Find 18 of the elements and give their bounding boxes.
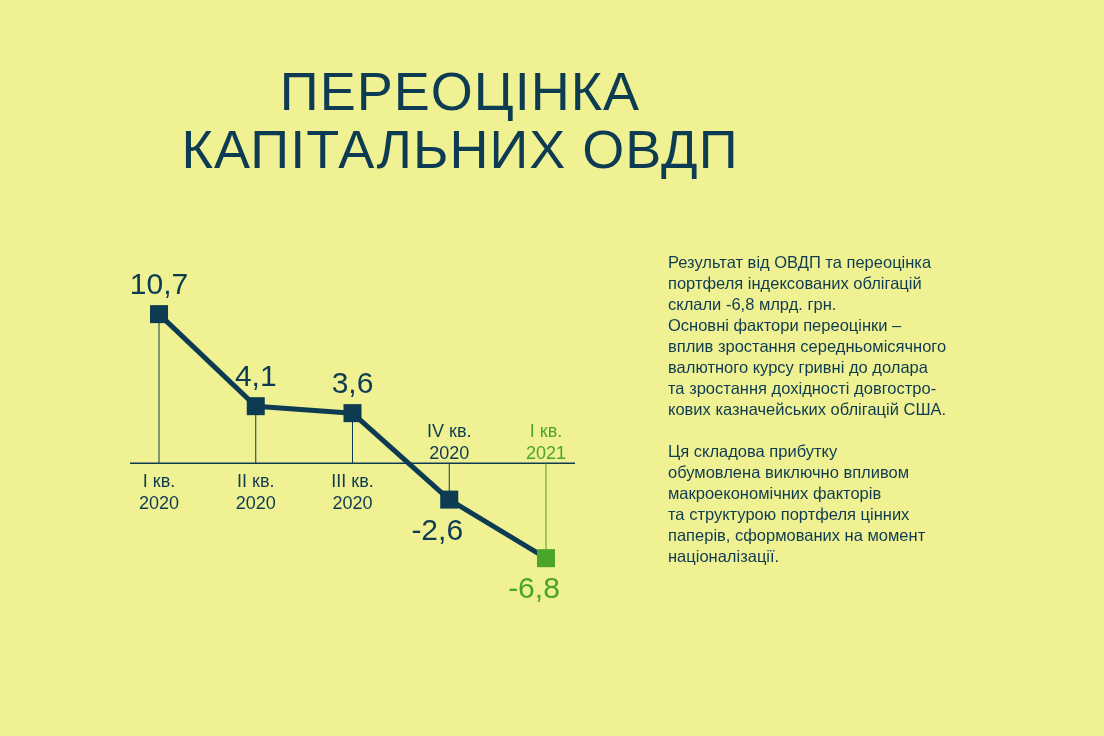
point <box>150 305 169 324</box>
data-label: -6,8 <box>508 571 560 605</box>
point <box>246 397 265 416</box>
x-tick-label: III кв. 2020 <box>331 471 374 514</box>
text: Результат від ОВДП та переоцінка портфеля індексованих облігацій склали -6,8 млрд. грн. Основні фактори переоцінки – вплив зростання середньомісячного валютного курсу гривні до долара та зростання дохідності довгостро- кових казначейських облігацій США. <box>668 252 948 420</box>
x-tick-label: IV кв. 2020 <box>427 421 472 464</box>
text: Ця складова прибутку обумовлена виключно впливом макроекономічних факторів та структурою портфеля цінних паперів, сформованих на момент націоналізації. <box>668 441 927 567</box>
point <box>343 404 362 423</box>
x-tick-label: II кв. 2020 <box>235 471 276 514</box>
point <box>440 490 459 509</box>
data-label: 10,7 <box>129 267 189 301</box>
point <box>536 549 555 568</box>
x-tick-label: I кв. 2020 <box>139 471 180 514</box>
data-label: 4,1 <box>234 359 277 393</box>
data-label: -2,6 <box>411 512 464 546</box>
chart-title: ПЕРЕОЦІНКА КАПІТАЛЬНИХ ОВДП <box>180 61 740 179</box>
data-label: 3,6 <box>331 366 374 400</box>
x-tick-label: I кв. 2021 <box>525 421 566 464</box>
